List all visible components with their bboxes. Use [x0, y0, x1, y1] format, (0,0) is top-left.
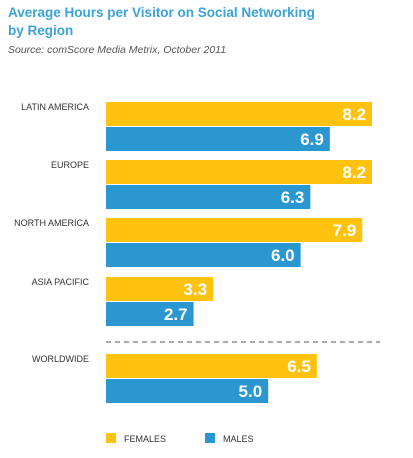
legend-label-males: MALES: [223, 434, 254, 444]
value-label-latin-america-males: 6.9: [300, 130, 324, 149]
value-label-latin-america-females: 8.2: [342, 105, 366, 124]
bar-latin-america-females: [106, 102, 372, 126]
value-label-europe-females: 8.2: [342, 163, 366, 182]
category-label-europe: EUROPE: [51, 160, 89, 170]
bar-north-america-males: [106, 243, 301, 267]
category-label-asia-pacific: ASIA PACIFIC: [32, 277, 90, 287]
bar-asia-pacific-females: [106, 277, 214, 301]
bar-europe-males: [106, 185, 311, 209]
bar-worldwide-females: [106, 354, 317, 378]
value-label-worldwide-males: 5.0: [239, 382, 263, 401]
legend-swatch-females: [106, 433, 116, 443]
legend-label-females: FEMALES: [124, 434, 166, 444]
value-label-asia-pacific-females: 3.3: [183, 280, 207, 299]
bar-asia-pacific-males: [106, 302, 194, 326]
category-label-worldwide: WORLDWIDE: [32, 354, 89, 364]
chart-source: Source: comScore Media Metrix, October 2…: [8, 44, 227, 56]
category-label-latin-america: LATIN AMERICA: [21, 102, 89, 112]
chart-title: Average Hours per Visitor on Social Netw…: [8, 5, 315, 38]
value-label-europe-males: 6.3: [281, 188, 305, 207]
bar-europe-females: [106, 160, 372, 184]
value-label-worldwide-females: 6.5: [287, 357, 311, 376]
category-label-north-america: NORTH AMERICA: [14, 218, 89, 228]
legend-swatch-males: [205, 433, 215, 443]
bar-latin-america-males: [106, 127, 330, 151]
bar-north-america-females: [106, 218, 363, 242]
bar-worldwide-males: [106, 379, 269, 403]
value-label-north-america-females: 7.9: [333, 221, 357, 240]
value-label-north-america-males: 6.0: [271, 246, 295, 265]
value-label-asia-pacific-males: 2.7: [164, 305, 188, 324]
